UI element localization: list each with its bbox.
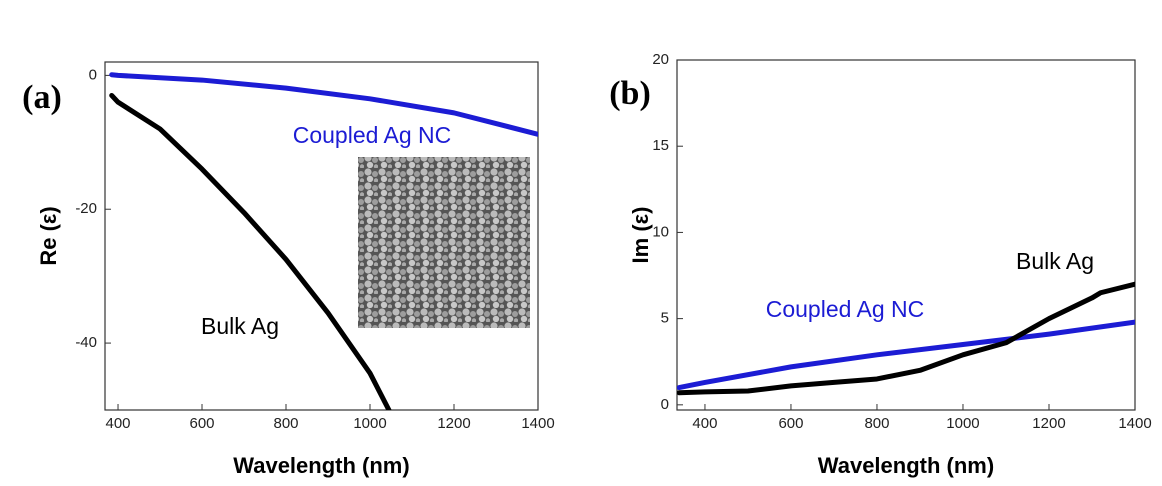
x-tick-label: 1200 <box>1032 415 1065 432</box>
y-tick-label: 0 <box>661 396 669 413</box>
plot-frame <box>676 59 1136 411</box>
plot-lines <box>677 281 1135 396</box>
y-tick-label: 5 <box>661 310 669 327</box>
data-line <box>677 319 1135 391</box>
y-tick-label: 15 <box>652 137 669 154</box>
annotation: Coupled Ag NC <box>293 122 452 148</box>
x-axis-title: Wavelength (nm) <box>818 453 994 478</box>
x-tick-label: 1000 <box>946 415 979 432</box>
x-tick-label: 600 <box>778 415 803 432</box>
x-tick-label: 1000 <box>353 415 386 432</box>
x-tick-label: 1400 <box>1118 415 1151 432</box>
x-tick-label: 1200 <box>437 415 470 432</box>
y-tick-label: 20 <box>652 51 669 68</box>
x-axis-title: Wavelength (nm) <box>233 453 409 478</box>
x-tick-label: 600 <box>189 415 214 432</box>
plot-frame <box>104 61 539 411</box>
y-tick-label: -40 <box>75 334 97 351</box>
panel-label: (b) <box>609 75 651 112</box>
x-tick-label: 1400 <box>521 415 554 432</box>
y-axis-title: Im (ε) <box>628 207 653 264</box>
data-line <box>109 92 392 410</box>
plot-lines <box>109 72 538 410</box>
x-tick-label: 400 <box>106 415 131 432</box>
annotation: Bulk Ag <box>201 313 279 339</box>
x-tick-label: 800 <box>864 415 889 432</box>
y-tick-label: 10 <box>652 223 669 240</box>
y-tick-label: -20 <box>75 200 97 217</box>
x-tick-label: 400 <box>692 415 717 432</box>
x-tick-label: 800 <box>273 415 298 432</box>
annotation: Bulk Ag <box>1016 248 1094 274</box>
y-tick-label: 0 <box>89 66 97 83</box>
data-line <box>109 72 538 137</box>
data-line <box>677 281 1135 396</box>
y-axis-title: Re (ε) <box>36 206 61 265</box>
panel-label: (a) <box>22 79 62 116</box>
annotation: Coupled Ag NC <box>766 296 925 322</box>
sem-inset <box>358 157 530 328</box>
